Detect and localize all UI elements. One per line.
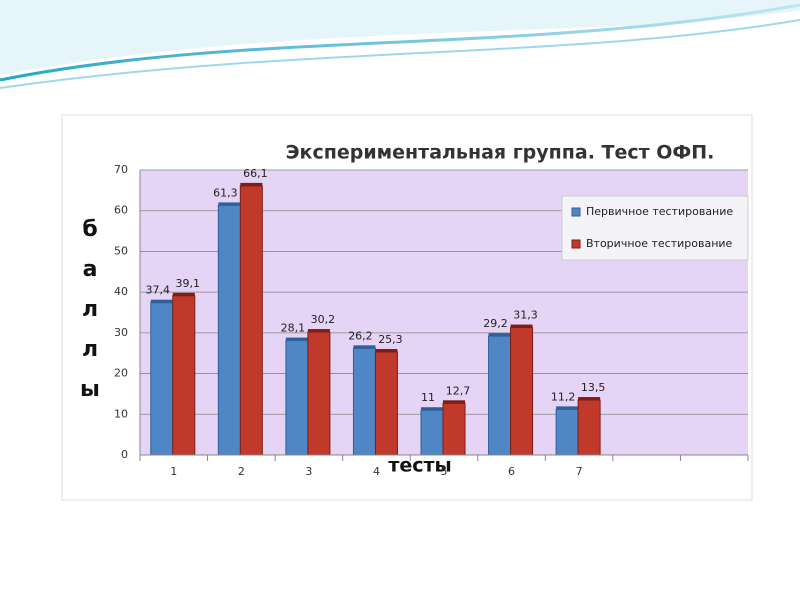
bar [285,340,309,456]
x-tick-label: 2 [238,465,245,478]
y-tick-label: 50 [114,244,128,257]
bar [488,335,512,456]
bar-top [488,333,511,337]
bar-top [150,299,173,303]
y-tick-label: 60 [114,204,128,217]
legend-swatch [571,207,581,217]
data-label: 11 [421,391,435,404]
y-tick-label: 40 [114,285,128,298]
bar [352,347,376,456]
header-wave-line [0,3,800,82]
y-tick-label: 10 [114,407,128,420]
data-label: 13,5 [581,381,606,394]
data-label: 39,1 [176,277,201,290]
header-wave-line [0,19,800,89]
x-tick-label: 7 [576,465,583,478]
bar [307,331,331,456]
x-tick-label: 4 [373,465,380,478]
bar [172,295,196,456]
bar [577,399,601,456]
x-tick-label: 1 [170,465,177,478]
bar-top [578,397,601,401]
bar-top [375,348,398,352]
y-tick-label: 30 [114,326,128,339]
y-tick-label: 20 [114,367,128,380]
data-label: 61,3 [213,186,238,199]
x-tick-label: 3 [305,465,312,478]
bar-top [443,400,465,404]
data-label: 37,4 [146,284,171,297]
bar-top [353,345,376,349]
header-wave [0,0,800,75]
bar [510,327,534,456]
chart-title: Экспериментальная группа. Тест ОФП. [286,142,715,164]
bar-top [510,324,533,328]
data-label: 28,1 [281,322,306,335]
y-axis-label: баллы [80,217,100,402]
bar-top [218,202,241,206]
x-tick-label: 5 [441,465,448,478]
bar [150,302,174,456]
data-label: 31,3 [513,309,538,322]
bar-top [421,407,443,411]
data-label: 11,2 [551,390,576,403]
bar [420,409,444,456]
data-label: 30,2 [311,313,336,326]
bar-top [556,406,579,410]
legend-label: Вторичное тестирование [586,237,733,250]
data-label: 29,2 [483,317,508,330]
bar-top [240,182,263,186]
legend [561,195,749,261]
x-axis-label: тесты [388,455,451,477]
data-label: 26,2 [348,329,373,342]
legend-swatch [571,239,581,249]
data-label: 25,3 [378,333,403,346]
bar [374,351,398,456]
bar-top [307,329,330,333]
bar [217,204,241,456]
legend-label: Первичное тестирование [586,205,733,218]
bar [442,402,466,456]
data-label: 66,1 [243,167,268,180]
bar [555,408,579,456]
y-tick-label: 0 [121,448,128,461]
bar-top [285,337,308,341]
data-label: 12,7 [446,384,471,397]
y-tick-label: 70 [114,163,128,176]
x-tick-label: 6 [508,465,515,478]
bar [239,185,263,456]
bar-top [172,292,195,296]
